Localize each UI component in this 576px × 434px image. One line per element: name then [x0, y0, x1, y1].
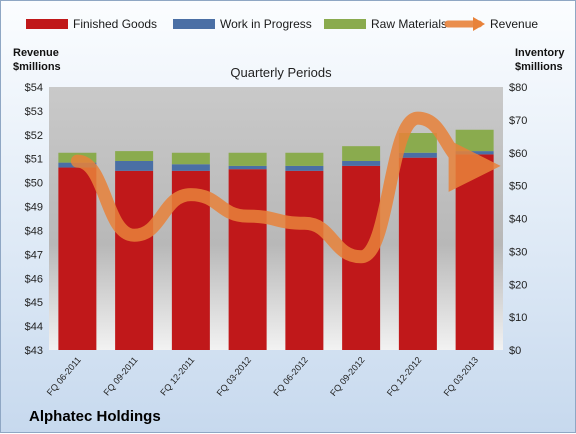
right-axis-title-line1: Inventory	[515, 47, 565, 59]
bar-finished-goods	[115, 170, 154, 350]
x-tick-label: FQ 09-2012	[328, 355, 367, 398]
legend: Finished Goods Work in Progress Raw Mate…	[26, 17, 538, 31]
x-tick-label: FQ 12-2012	[385, 355, 424, 398]
x-axis-ticks: FQ 06-2011 FQ 09-2011 FQ 12-2011 FQ 03-2012…	[45, 355, 480, 398]
bar-raw-materials	[342, 146, 381, 161]
right-axis-title-line2: $millions	[515, 61, 563, 73]
left-tick-label: $45	[25, 297, 43, 309]
right-tick-label: $20	[509, 279, 527, 291]
revenue-line	[70, 111, 501, 264]
left-tick-label: $47	[25, 249, 43, 261]
right-tick-label: $10	[509, 312, 527, 324]
legend-swatch-work-in-progress	[173, 19, 215, 29]
bar-work-in-progress	[228, 165, 267, 170]
company-name: Alphatec Holdings	[29, 408, 161, 425]
right-tick-label: $70	[509, 115, 527, 127]
left-tick-label: $51	[25, 154, 43, 166]
bar-work-in-progress	[285, 165, 324, 171]
left-tick-label: $44	[25, 321, 43, 333]
right-tick-label: $40	[509, 214, 527, 226]
legend-raw-materials: Raw Materials	[371, 17, 447, 31]
legend-swatch-raw-materials	[324, 19, 366, 29]
bar-finished-goods	[455, 154, 494, 350]
bar-finished-goods	[58, 167, 97, 350]
legend-finished-goods: Finished Goods	[73, 17, 157, 31]
left-tick-label: $49	[25, 202, 43, 214]
left-axis-ticks: $43 $44 $45 $46 $47 $48 $49 $50 $51 $52 $53 $54	[25, 82, 43, 357]
right-tick-label: $60	[509, 148, 527, 160]
bar-finished-goods	[398, 157, 437, 350]
legend-revenue: Revenue	[490, 17, 538, 31]
x-tick-label: FQ 03-2013	[442, 355, 481, 398]
right-axis-ticks: $0 $10 $20 $30 $40 $50 $60 $70 $80	[509, 82, 527, 357]
left-tick-label: $50	[25, 178, 43, 190]
legend-revenue-arrow-icon	[473, 17, 485, 31]
bar-finished-goods	[228, 169, 267, 350]
x-tick-label: FQ 03-2012	[215, 355, 254, 398]
bar-raw-materials	[285, 152, 324, 166]
bar-raw-materials	[115, 151, 154, 161]
legend-work-in-progress: Work in Progress	[220, 17, 312, 31]
right-tick-label: $0	[509, 345, 521, 357]
left-tick-label: $48	[25, 225, 43, 237]
x-tick-label: FQ 06-2012	[271, 355, 310, 398]
bar-raw-materials	[455, 129, 494, 152]
right-tick-label: $30	[509, 246, 527, 258]
right-tick-label: $50	[509, 181, 527, 193]
left-tick-label: $46	[25, 273, 43, 285]
revenue-layer	[70, 111, 501, 264]
bar-raw-materials	[228, 152, 267, 166]
left-axis-title-line1: Revenue	[13, 47, 59, 59]
bar-work-in-progress	[398, 152, 437, 158]
legend-swatch-finished-goods	[26, 19, 68, 29]
bar-raw-materials	[171, 152, 210, 165]
left-tick-label: $43	[25, 345, 43, 357]
x-tick-label: FQ 12-2011	[158, 355, 196, 398]
bar-finished-goods	[285, 170, 324, 350]
bar-work-in-progress	[171, 164, 210, 171]
left-tick-label: $53	[25, 106, 43, 118]
x-tick-label: FQ 09-2011	[102, 355, 140, 398]
left-tick-label: $54	[25, 82, 43, 94]
left-axis-title-line2: $millions	[13, 61, 61, 73]
plot-title: Quarterly Periods	[230, 65, 332, 80]
bar-work-in-progress	[115, 160, 154, 171]
left-tick-label: $52	[25, 130, 43, 142]
right-tick-label: $80	[509, 82, 527, 94]
x-tick-label: FQ 06-2011	[45, 355, 83, 398]
bar-work-in-progress	[342, 160, 381, 166]
